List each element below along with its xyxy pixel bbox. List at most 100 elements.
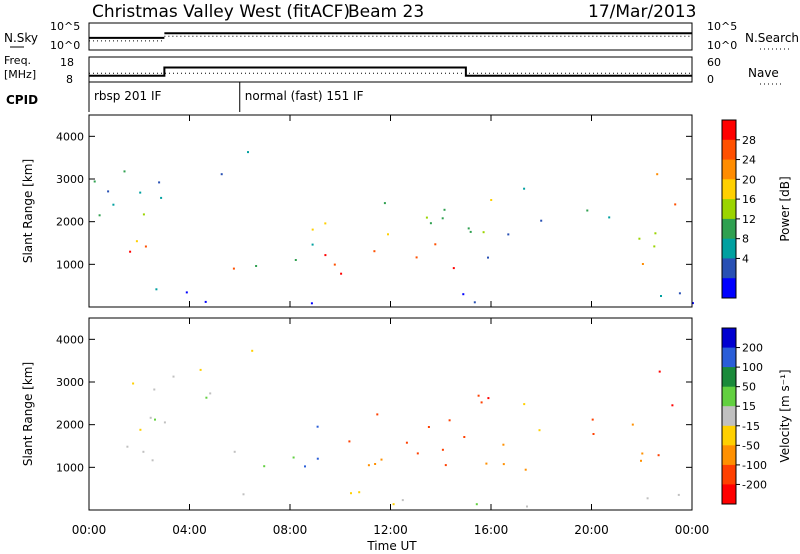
xtick-label-2: 08:00 [273,523,308,537]
power-cell-16 [691,302,694,305]
velocity-colorbar-swatch-8 [722,484,736,505]
power-colorbar-tick-label-0: 28 [742,134,756,147]
velocity-colorbar-swatch-7 [722,464,736,485]
power-colorbar-swatch-2 [722,159,736,180]
nsky-tick-bottom: 10^0 [50,39,80,52]
power-cell-10 [507,233,510,236]
power-cell-16 [155,288,158,291]
velocity-colorbar-swatch-2 [722,367,736,388]
velocity-colorbar-tick-label-2: 50 [742,381,756,394]
power-ytick-label-1: 2000 [56,216,84,229]
power-colorbar: 28 24 20 16 12 8 4 Power [dB] [721,119,792,299]
freq-tick-top: 18 [60,56,74,69]
velocity-cell-4 [251,349,254,352]
velocity-cell-9 [427,426,430,428]
beam-label: Beam 23 [348,2,424,22]
power-cell-3 [107,190,110,193]
xtick-label-6: 00:00 [675,523,710,537]
velocity-cell-10 [524,468,527,471]
velocity-colorbar-tick-label-4: -15 [742,420,760,433]
power-cell-10 [467,227,470,230]
power-cell-3 [123,170,126,173]
velocity-cell-1 [151,459,154,462]
freq-label-line1: Freq. [4,54,31,67]
nsearch-tick-top: 10^5 [707,20,737,33]
power-cell-12 [586,209,589,212]
velocity-colorbar-frame [721,327,737,505]
power-cell-12 [608,216,611,219]
velocity-cell-9 [448,419,451,422]
velocity-cell-16 [475,503,478,506]
xtick-label-3: 12:00 [373,523,408,537]
power-cell-3 [160,196,163,199]
time-axis: Time UT 00:00 04:00 08:00 12:00 16:00 20:00 00… [72,523,710,553]
velocity-colorbar-swatch-5 [722,425,736,446]
velocity-cell-16 [242,493,245,496]
power-colorbar-tick-label-2: 20 [742,173,756,186]
freq-frame [88,56,693,83]
power-cell-8 [434,243,437,246]
velocity-cell-0 [139,428,142,431]
velocity-cell-3 [172,375,175,378]
nave-tick-top: 60 [707,56,721,69]
nave-tick-bottom: 0 [707,73,714,86]
velocity-cell-10 [502,463,505,466]
velocity-scatter [126,349,680,508]
power-cell-6 [311,243,314,246]
power-cell-9 [425,216,428,219]
power-cell-16 [678,292,681,295]
freq-strip: Freq. [MHz] 18 8 60 0 Nave [4,54,784,86]
power-colorbar-swatch-4 [722,199,736,220]
power-cell-14 [674,203,677,206]
power-cell-16 [310,302,313,305]
velocity-cell-16 [526,505,528,508]
velocity-cell-10 [485,462,488,465]
velocity-cell-7 [367,464,370,467]
power-cell-16 [185,291,188,294]
velocity-cell-7 [348,440,351,443]
power-cell-7 [340,272,343,275]
date-label: 17/Mar/2013 [588,2,696,22]
velocity-colorbar-swatch-6 [722,445,736,466]
power-cell-0 [142,213,145,216]
power-cell-11 [523,187,526,190]
velocity-cell-7 [374,463,377,465]
velocity-colorbar-swatch-4 [722,406,736,427]
velocity-cell-16 [401,499,404,502]
power-cell-16 [204,300,207,303]
cpid-row: CPID rbsp 201 IF normal (fast) 151 IF [6,82,364,112]
velocity-cell-8 [441,448,444,451]
power-cell-5 [255,265,258,267]
power-colorbar-frame [721,119,737,299]
power-colorbar-tick-label-6: 4 [742,252,749,265]
velocity-ytick-label-2: 3000 [56,376,84,389]
velocity-cell-11 [523,403,526,406]
power-cell-10 [540,219,543,222]
power-cell-6 [324,222,327,225]
power-cell-5 [294,259,297,261]
velocity-cell-13 [640,459,642,462]
velocity-colorbar-swatch-1 [722,347,736,368]
velocity-panel: 1000 2000 3000 4000 Slant Range [km] [21,317,693,511]
velocity-ytick-label-3: 4000 [56,333,84,346]
velocity-cell-8 [416,452,419,455]
power-cell-3 [158,181,161,184]
power-cell-14 [656,173,659,176]
power-ytick-label-3: 4000 [56,130,84,143]
velocity-cell-3 [199,368,202,371]
velocity-plot-frame [88,317,693,511]
nave-label: Nave [748,66,779,80]
velocity-cell-9 [463,436,466,438]
power-colorbar-tick-label-4: 12 [742,213,756,226]
velocity-cell-12 [592,433,595,435]
velocity-colorbar: 200 100 50 15 -15 -50 -100 -200 Velocity [m s⁻¹] [721,327,792,505]
velocity-colorbar-label: Velocity [m s⁻¹] [778,369,792,462]
power-cell-8 [452,267,455,270]
power-cell-10 [487,256,489,259]
velocity-colorbar-tick-label-3: 15 [742,400,756,413]
xtick-label-0: 00:00 [72,523,107,537]
velocity-ytick-label-0: 1000 [56,461,84,474]
velocity-colorbar-tick-label-6: -100 [742,459,767,472]
velocity-cell-16 [392,503,395,506]
